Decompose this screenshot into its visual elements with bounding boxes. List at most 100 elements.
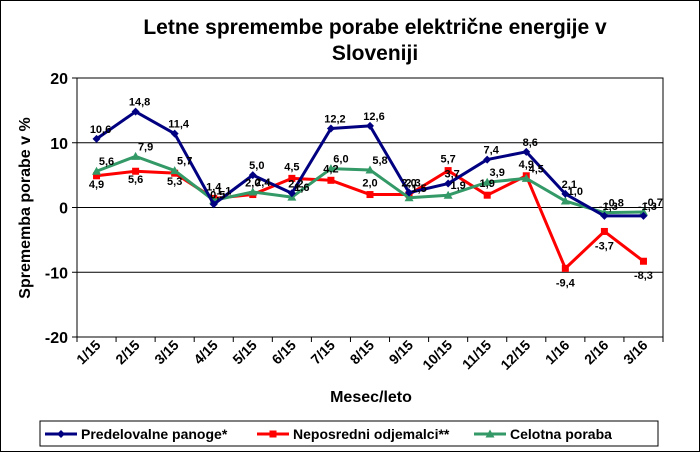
data-label: 2,3 [405, 178, 420, 190]
series-point [92, 166, 102, 175]
data-label: 4,5 [529, 163, 544, 175]
data-label: 2,1 [562, 179, 577, 191]
y-tick-label: 20 [50, 71, 68, 88]
series-point [638, 207, 648, 216]
series-point [288, 174, 296, 182]
series-point [639, 257, 647, 265]
x-tick-label: 11/15 [459, 337, 495, 373]
data-label: 5,6 [128, 174, 143, 186]
data-label: 8,6 [523, 137, 538, 149]
x-tick-label: 3/15 [151, 337, 182, 368]
data-label: -0,7 [644, 197, 663, 209]
series-point [326, 124, 335, 133]
series-point [405, 188, 414, 197]
series-point [444, 179, 453, 188]
chart-title-line-2: Sloveniji [332, 42, 418, 65]
y-tick-label: 0 [59, 201, 68, 218]
data-label: -1,3 [638, 201, 657, 213]
data-label: 3,7 [444, 169, 459, 181]
data-label: 12,2 [324, 114, 345, 126]
data-label: 2,0 [245, 178, 260, 190]
data-label: 4,9 [89, 179, 104, 191]
series-point [639, 211, 648, 220]
data-label: 5,7 [440, 154, 455, 166]
legend-label: Predelovalne panoge* [81, 426, 228, 442]
series-point [209, 200, 218, 209]
data-label: 1,5 [411, 183, 426, 195]
legend-label: Celotna poraba [510, 426, 612, 442]
data-label: 2,0 [362, 178, 377, 190]
series-point [600, 227, 608, 235]
series-point [326, 164, 336, 173]
data-label: 5,7 [177, 156, 192, 168]
legend-label: Neposredni odjemalci** [293, 426, 450, 442]
data-label: 1,6 [294, 182, 309, 194]
series-point [366, 121, 374, 130]
series-point [443, 190, 453, 199]
series-point [483, 155, 492, 164]
x-tick-label: 6/15 [268, 337, 299, 368]
series-point [560, 196, 570, 205]
series-point [482, 177, 492, 186]
x-tick-label: 1/15 [73, 337, 104, 368]
y-tick-label: 10 [50, 136, 68, 153]
data-label: 0,5 [210, 189, 225, 201]
legend-marker [57, 430, 65, 438]
series-point [327, 176, 335, 184]
data-label: -3,7 [595, 240, 614, 252]
data-label: 1,9 [450, 180, 465, 192]
data-label: 5,0 [249, 160, 264, 172]
legend-marker [485, 429, 495, 438]
data-label: 12,6 [363, 111, 384, 123]
series-point [483, 191, 491, 199]
data-label: 5,6 [99, 156, 114, 168]
data-label: 2,2 [288, 178, 303, 190]
data-label: 1,9 [480, 178, 495, 190]
series-point [561, 189, 570, 198]
series-point [131, 107, 140, 116]
data-label: 5,8 [372, 155, 387, 167]
series-point [170, 166, 180, 175]
x-tick-label: 2/16 [581, 337, 612, 368]
data-label: 4,5 [284, 161, 299, 173]
series-point [561, 264, 569, 272]
x-tick-label: 12/15 [497, 337, 533, 373]
series-point [365, 165, 375, 174]
x-tick-label: 1/16 [542, 337, 573, 368]
y-tick-label: -10 [45, 265, 68, 282]
series-point [131, 151, 141, 160]
x-tick-label: 4/15 [190, 337, 221, 368]
y-tick-label: -20 [45, 330, 68, 347]
legend-marker [269, 430, 277, 438]
series-point [366, 191, 374, 199]
data-label: 4,2 [323, 163, 338, 175]
data-label: 4,9 [519, 159, 534, 171]
data-label: 3,9 [490, 167, 505, 179]
data-label: -9,4 [556, 277, 576, 289]
x-tick-label: 8/15 [347, 337, 378, 368]
legend-box [39, 420, 659, 447]
data-label: -0,8 [605, 198, 624, 210]
chart-title-line-1: Letne spremembe porabe električne energi… [143, 16, 607, 39]
data-label: 10,6 [90, 124, 111, 136]
series-point [248, 171, 257, 180]
data-label: 6,0 [333, 154, 348, 166]
data-label: -8,3 [634, 270, 653, 282]
data-label: 1,1 [216, 185, 231, 197]
series-point [521, 173, 531, 182]
series-point [170, 129, 179, 138]
legend: Predelovalne panoge* Neposredni odjemalci… [39, 420, 659, 447]
x-axis-label: Mesec/leto [330, 389, 412, 406]
x-tick-label: 3/16 [620, 337, 651, 368]
data-label: 1,0 [568, 186, 583, 198]
series-point [404, 193, 414, 202]
series-point [444, 167, 452, 175]
data-label: 7,9 [138, 141, 153, 153]
data-label: 1,4 [206, 181, 222, 193]
x-tick-label: 10/15 [419, 337, 455, 373]
series-point [93, 172, 101, 180]
y-axis-label: Sprememba porabe v % [17, 117, 34, 298]
data-label: -1,3 [599, 201, 618, 213]
x-tick-label: 9/15 [386, 337, 417, 368]
series-point [287, 189, 296, 198]
